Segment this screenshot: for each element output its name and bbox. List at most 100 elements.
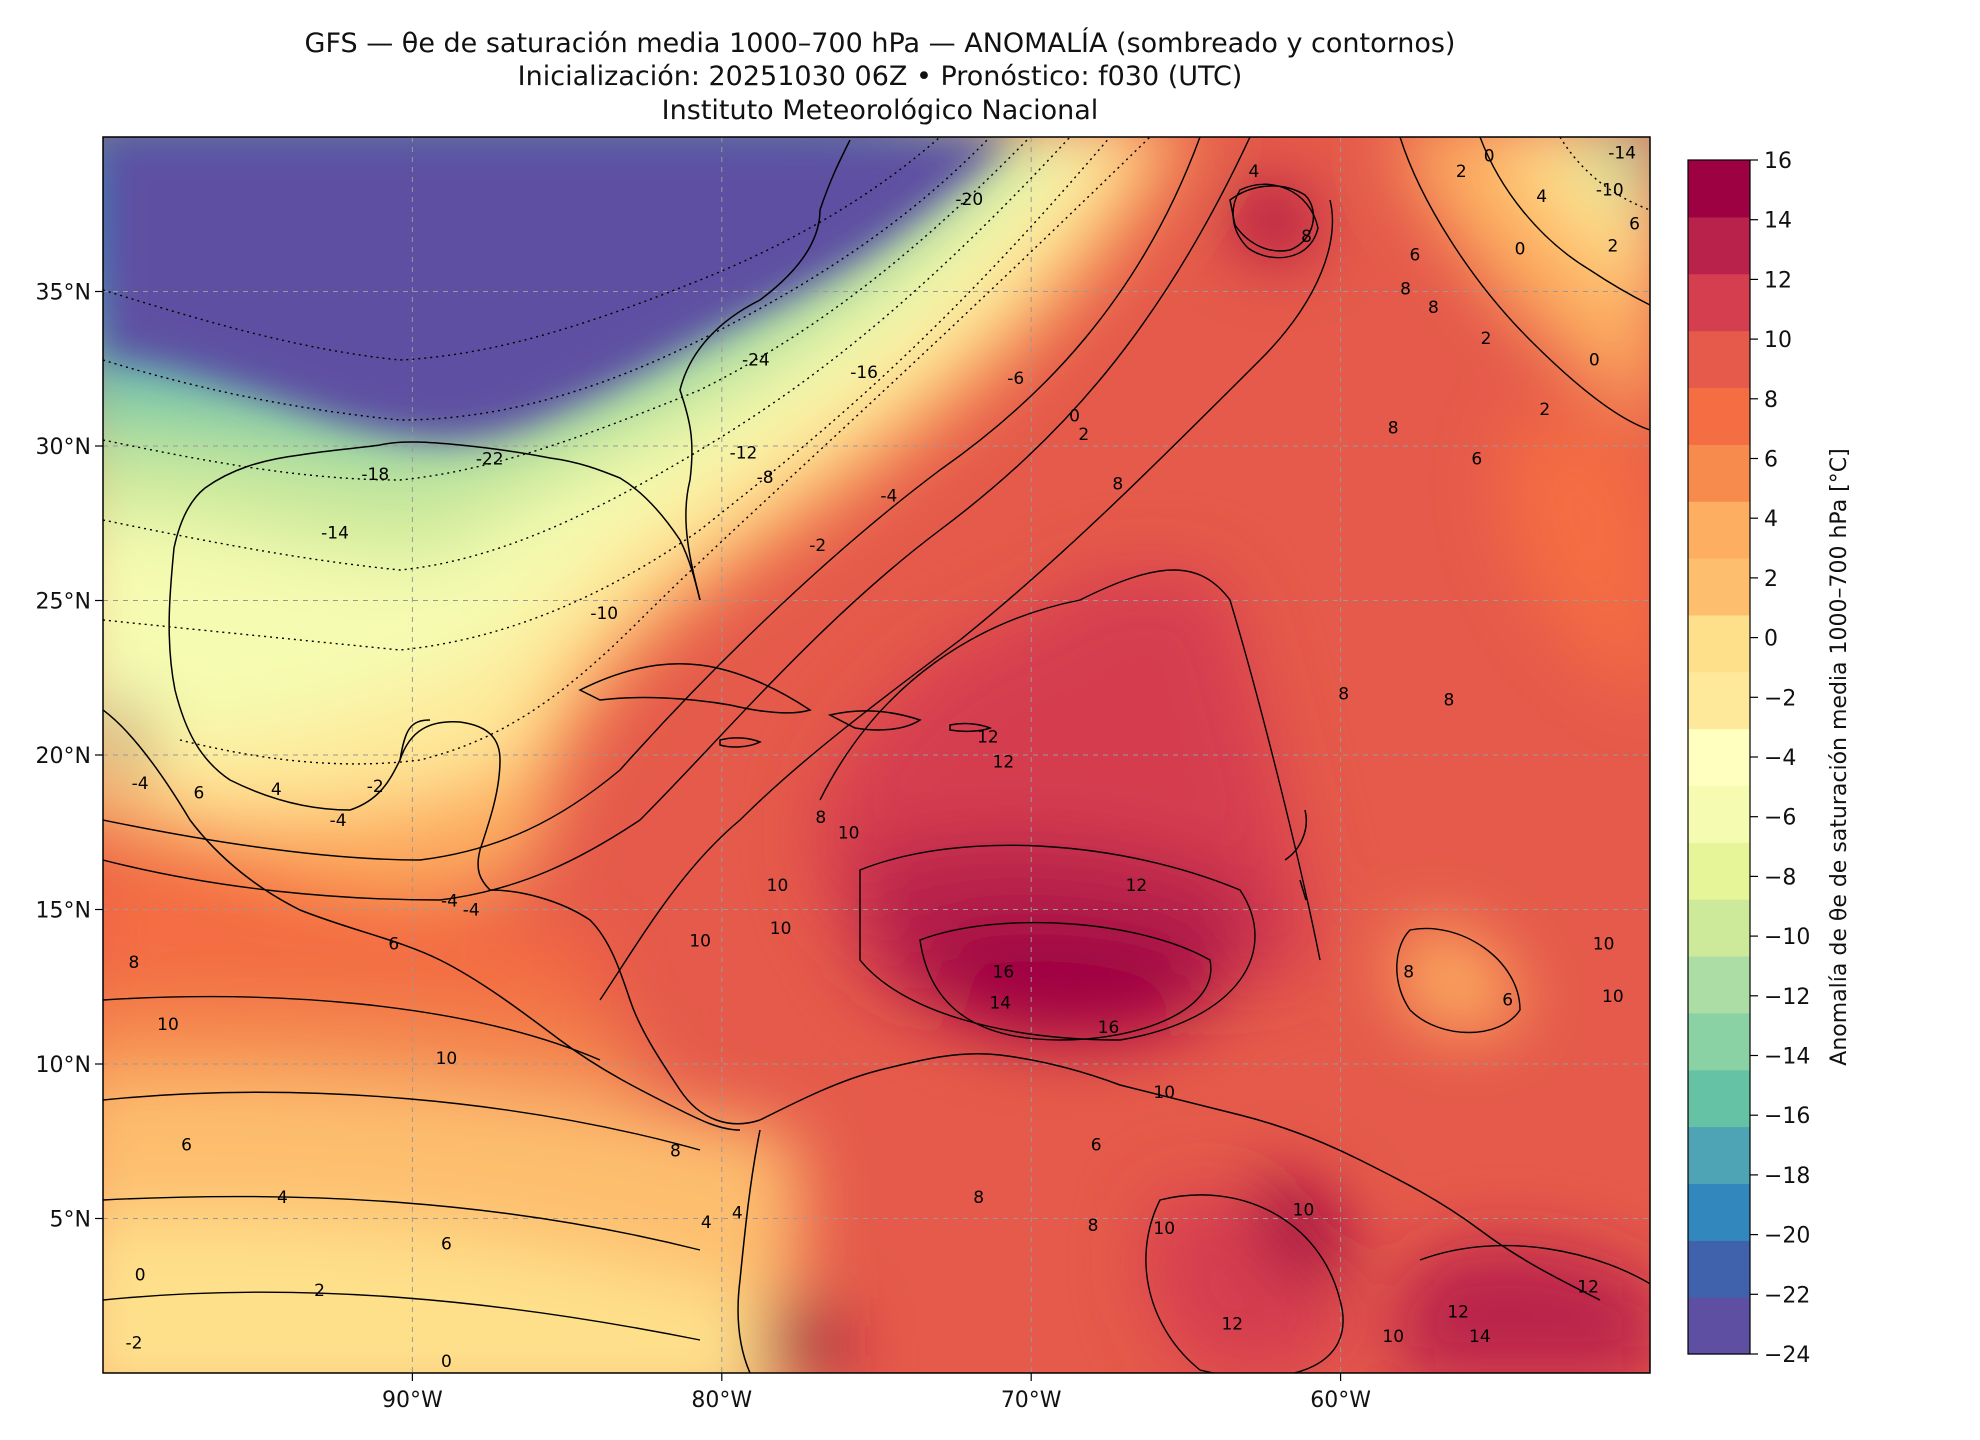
contour-line (179, 137, 1151, 765)
contour-label: 4 (271, 780, 282, 800)
contour-label: 4 (732, 1204, 743, 1224)
contour-label: 12 (977, 728, 999, 748)
contour-label: 6 (441, 1234, 452, 1254)
contour-label: -10 (590, 604, 618, 624)
colorbar-segment (1688, 956, 1750, 1014)
contour-line (103, 1291, 701, 1341)
coastline-puerto-rico (949, 722, 993, 733)
contour-label: 10 (838, 823, 860, 843)
contour-label: -4 (330, 811, 347, 831)
contour-label: 0 (1515, 239, 1526, 259)
contour-label: 4 (1249, 162, 1260, 182)
contour-label: 4 (1536, 187, 1547, 207)
contour-label: 4 (701, 1213, 712, 1233)
coastline-pacific-mexico (103, 709, 741, 1131)
colorbar-tick-label: −14 (1764, 1045, 1810, 1070)
colorbar-tick-label: −4 (1764, 746, 1796, 771)
contour-label: 8 (1088, 1216, 1099, 1236)
contour-label: 10 (770, 919, 792, 939)
contour-label: 6 (1091, 1136, 1102, 1156)
contour-label: 2 (1456, 162, 1467, 182)
colorbar-segment (1688, 558, 1750, 616)
coastline-gulf-us (173, 441, 701, 601)
contour-label: 6 (1502, 990, 1513, 1010)
colorbar-tick-label: −24 (1764, 1343, 1810, 1368)
colorbar-tick-label: −20 (1764, 1224, 1810, 1249)
contour-label: 6 (1471, 450, 1482, 470)
contour-labels: -22-18-14-10-24-16-20-12-8-6-4-2028-2-4-… (125, 144, 1639, 1372)
contour-label: 0 (135, 1265, 146, 1285)
colorbar-tick-label: 4 (1764, 507, 1778, 532)
shading-hispaniola-12 (1028, 572, 1180, 760)
contour-label: 8 (1112, 474, 1123, 494)
colorbar-tick-label: 8 (1764, 388, 1778, 413)
contour-line (103, 137, 1031, 481)
contour-label: 10 (1593, 935, 1615, 955)
contour-label: -10 (1596, 181, 1624, 201)
contour-line (819, 569, 1321, 961)
contour-label: -16 (850, 363, 878, 383)
contour-label: -4 (463, 901, 480, 921)
colorbar-tick-label: −18 (1764, 1164, 1810, 1189)
shading-atlantic-ne-cold (1582, 137, 1650, 205)
contour-line (1559, 137, 1650, 211)
contour-label: -8 (757, 468, 774, 488)
anomaly-contours (103, 137, 1650, 1373)
colorbar-tick-label: 16 (1764, 149, 1792, 174)
contour-label: 12 (1447, 1302, 1469, 1322)
contour-label: 10 (1153, 1219, 1175, 1239)
contour-line (103, 137, 1201, 861)
contour-label: 10 (157, 1015, 179, 1035)
contour-label: 12 (1221, 1315, 1243, 1335)
shading-south-band6 (103, 996, 640, 1090)
contour-label: 16 (1098, 1018, 1120, 1038)
contour-line (599, 199, 1334, 1001)
contour-line (859, 844, 1256, 1041)
contour-label: 0 (1589, 351, 1600, 371)
contour-label: -2 (367, 777, 384, 797)
colorbar-segment (1688, 614, 1750, 673)
contour-line (103, 137, 941, 361)
colorbar-segment (1688, 444, 1750, 502)
coastline-hispaniola (827, 710, 922, 731)
colorbar-tick-label: 10 (1764, 328, 1792, 353)
shading-north-cold-core (103, 137, 1010, 440)
contour-label: 8 (1428, 298, 1439, 318)
contour-label: -12 (730, 443, 758, 463)
colorbar-segment (1688, 785, 1750, 843)
coastline-nova-scotia (1229, 185, 1315, 252)
colorbar-tick-label: −8 (1764, 865, 1796, 890)
shading-mexico-hotspot (103, 698, 143, 782)
colorbar-tick-label: −10 (1764, 925, 1810, 950)
lon-tick-label: 90°W (382, 1388, 443, 1413)
coastlines (103, 139, 1601, 1373)
contour-label: 12 (1126, 876, 1148, 896)
colorbar-tick-label: 14 (1764, 209, 1792, 234)
contour-line (103, 137, 1251, 901)
contour-line (1396, 927, 1521, 1034)
lon-tick-label: 60°W (1310, 1388, 1371, 1413)
contour-label: 8 (815, 808, 826, 828)
colorbar-segment (1688, 216, 1750, 275)
colorbar-segment (1688, 330, 1750, 389)
contour-label: -4 (441, 891, 458, 911)
coastline-yucatan (399, 721, 501, 891)
contour-label: 8 (1338, 684, 1349, 704)
contour-label: -14 (321, 524, 349, 544)
contour-label: 10 (1602, 987, 1624, 1007)
contour-line (103, 1091, 701, 1151)
contour-label: 10 (767, 876, 789, 896)
contour-label: 2 (1539, 400, 1550, 420)
axis-ticks: 90°W 80°W 70°W 60°W35°N30°N25°N20°N15°N10°N… (36, 281, 1372, 1414)
contour-label: -2 (809, 536, 826, 556)
contour-label: 8 (1443, 691, 1454, 711)
coastline-mexico-gulf (168, 547, 431, 811)
lat-tick-label: 30°N (36, 435, 91, 460)
contour-label: 10 (1153, 1083, 1175, 1103)
colorbar-segment (1688, 501, 1750, 559)
colorbar-segment (1688, 1297, 1750, 1355)
contour-label: 2 (1078, 425, 1089, 445)
lat-tick-label: 35°N (36, 281, 91, 306)
contour-label: 2 (1481, 329, 1492, 349)
